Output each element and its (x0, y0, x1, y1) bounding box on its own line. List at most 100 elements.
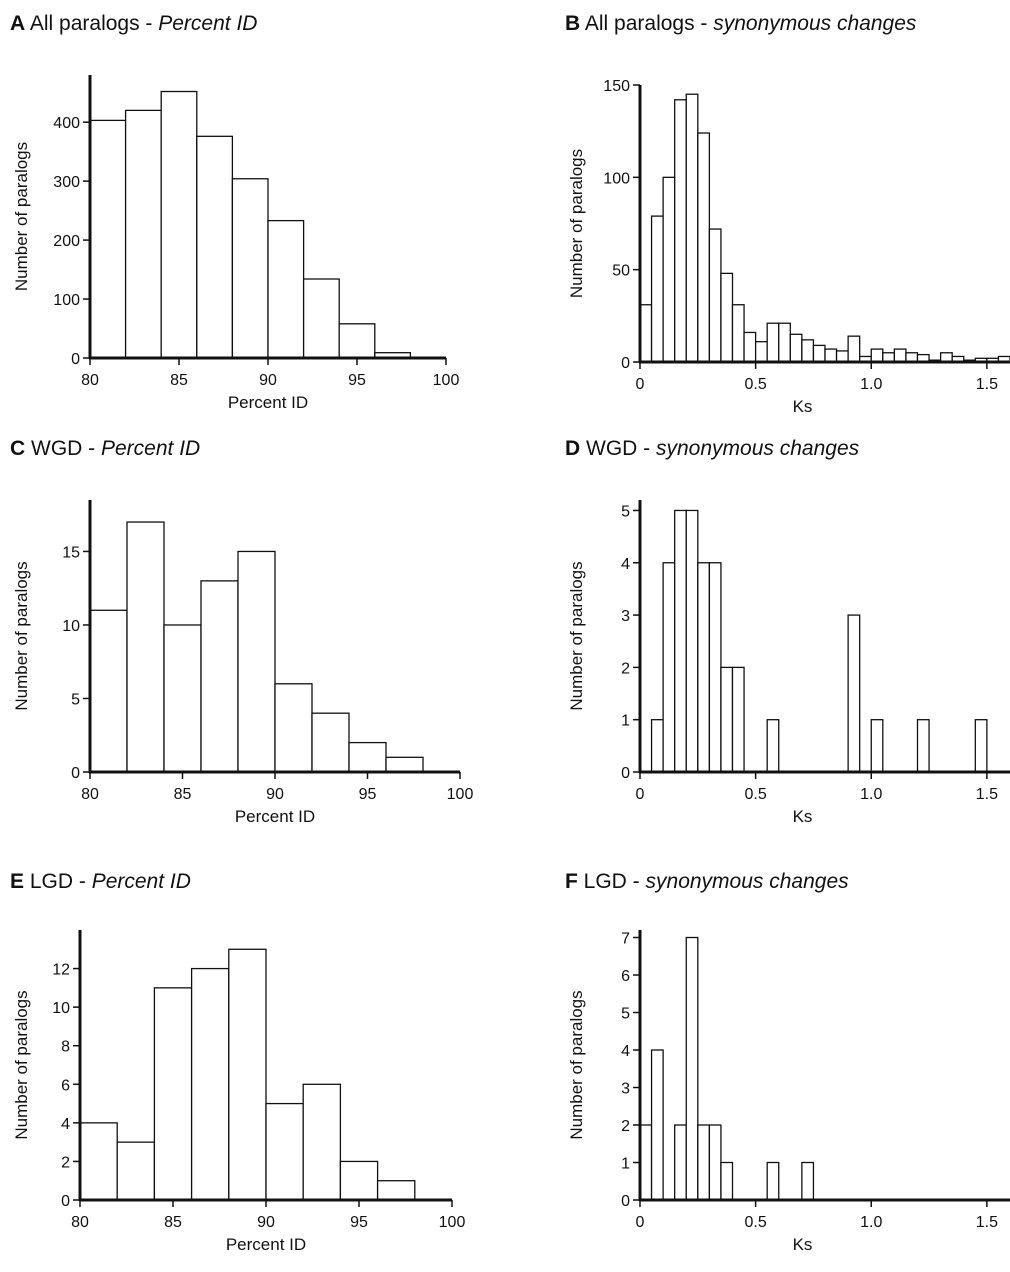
histogram-bar (916, 719, 930, 773)
y-tick-label: 0 (71, 765, 80, 782)
histogram-bar (766, 1161, 780, 1201)
y-tick-label: 5 (71, 691, 80, 708)
x-tick-label: 100 (439, 1214, 466, 1231)
y-tick-label: 200 (53, 233, 80, 250)
x-tick-label: 1.0 (860, 786, 882, 803)
y-axis-label: Number of paralogs (567, 990, 586, 1139)
histogram-bar (685, 93, 699, 363)
histogram-bar (639, 304, 653, 363)
histogram-plot: 0 2 4 6 8 10 12 80 85 90 95 100 Percent ID Number of … (12, 930, 466, 1254)
histogram-bar (870, 348, 884, 363)
chart-panel-d: D WGD - synonymous changes 0 1 2 3 4 5 0 0.5 1.0… (505, 425, 1010, 850)
y-tick-label: 100 (53, 292, 80, 309)
histogram-bar (812, 344, 826, 363)
histogram-bar (302, 278, 340, 359)
x-tick-label: 80 (81, 786, 99, 803)
histogram-bar (731, 304, 745, 363)
panel-title-main: All paralogs - (584, 12, 714, 35)
panel-title-italic: Percent ID (91, 870, 191, 893)
x-tick-label: 0.5 (745, 786, 767, 803)
histogram-plot: 0 50 100 150 0 0.5 1.0 1.5 Ks Number of paralogs (567, 78, 1010, 416)
y-tick-label: 0 (71, 351, 80, 368)
histogram-bar (789, 333, 803, 363)
panel-title-italic: Percent ID (101, 437, 201, 460)
y-tick-label: 5 (621, 1006, 630, 1023)
y-tick-label: 3 (621, 1081, 630, 1098)
panel-letter: E (10, 870, 25, 893)
y-tick-label: 2 (621, 1118, 630, 1135)
panel-title: C WGD - Percent ID (10, 437, 200, 461)
histogram-plot: 0 1 2 3 4 5 0 0.5 1.0 1.5 Ks Number of paralogs (567, 500, 1010, 826)
y-tick-label: 10 (62, 618, 80, 635)
histogram-bar (847, 614, 861, 773)
histogram-bar (835, 350, 849, 363)
x-tick-label: 85 (164, 1214, 182, 1231)
y-tick-label: 7 (621, 931, 630, 948)
histogram-bar (265, 1102, 304, 1201)
x-tick-label: 90 (259, 372, 277, 389)
x-tick-label: 1.0 (860, 376, 882, 393)
histogram-bar (766, 719, 780, 773)
chart-panel-c: C WGD - Percent ID 0 5 10 15 80 85 90 95 100 Perc… (0, 425, 505, 850)
x-axis-label: Percent ID (235, 807, 315, 826)
panel-letter: C (10, 437, 26, 460)
histogram-bar (650, 215, 664, 363)
x-tick-label: 0 (636, 1214, 645, 1231)
y-tick-label: 100 (603, 170, 630, 187)
histogram-bar (237, 550, 276, 773)
y-axis-label: Number of paralogs (12, 561, 31, 710)
histogram-bar (228, 948, 267, 1201)
x-tick-label: 90 (266, 786, 284, 803)
chart-panel-b: B All paralogs - synonymous changes 0 50 1… (505, 0, 1010, 425)
panel-letter: B (565, 12, 581, 35)
histogram-bar (754, 341, 768, 363)
x-axis-label: Ks (793, 807, 813, 826)
histogram-bar (778, 322, 791, 363)
histogram-bar (801, 339, 815, 363)
histogram-bar (385, 756, 424, 773)
histogram-bar (650, 1049, 664, 1201)
histogram-bar (674, 99, 687, 363)
x-tick-label: 0.5 (745, 1214, 767, 1231)
panel-title-italic: Percent ID (158, 12, 258, 35)
histogram-bar (708, 1124, 722, 1201)
histogram-bar (801, 1161, 815, 1201)
histogram-bar (196, 135, 234, 359)
y-tick-label: 12 (52, 962, 70, 979)
histogram-bar (662, 562, 676, 773)
y-axis-label: Number of paralogs (567, 561, 586, 710)
x-tick-label: 95 (350, 1214, 368, 1231)
histogram-bar (731, 666, 745, 773)
histogram-bar (870, 719, 884, 773)
y-tick-label: 150 (603, 78, 630, 95)
histogram-bar (697, 1124, 711, 1201)
x-tick-label: 1.0 (860, 1214, 882, 1231)
y-tick-label: 0 (621, 765, 630, 782)
histogram-bar (116, 1141, 156, 1201)
panel-title-main: All paralogs - (29, 12, 159, 35)
histogram-bar (766, 322, 780, 363)
histogram-bar (376, 1180, 416, 1201)
y-tick-label: 400 (53, 115, 80, 132)
y-tick-label: 5 (621, 503, 630, 520)
histogram-bar (685, 936, 699, 1201)
histogram-bar (126, 521, 165, 773)
histogram-bar (743, 331, 757, 363)
histogram-bar (153, 987, 193, 1201)
histogram-bar (685, 509, 699, 773)
y-tick-label: 6 (621, 968, 630, 985)
y-tick-label: 15 (62, 544, 80, 561)
histogram-plot: 0 1 2 3 4 5 6 7 0 0.5 1.0 1.5 Ks Number of paralogs (567, 930, 1010, 1254)
histogram-bar (674, 1124, 687, 1201)
panel-title-main: WGD - (586, 437, 656, 460)
y-tick-label: 4 (621, 1043, 630, 1060)
panel-title-italic: synonymous changes (645, 870, 849, 893)
histogram-bar (824, 348, 838, 363)
histogram-bar (662, 176, 676, 363)
panel-title: E LGD - Percent ID (10, 870, 191, 894)
histogram-bar (650, 719, 664, 773)
panel-title-main: LGD - (29, 870, 92, 893)
histogram-bar (89, 609, 128, 773)
histogram-bar (720, 666, 734, 773)
histogram-bar (674, 509, 687, 773)
